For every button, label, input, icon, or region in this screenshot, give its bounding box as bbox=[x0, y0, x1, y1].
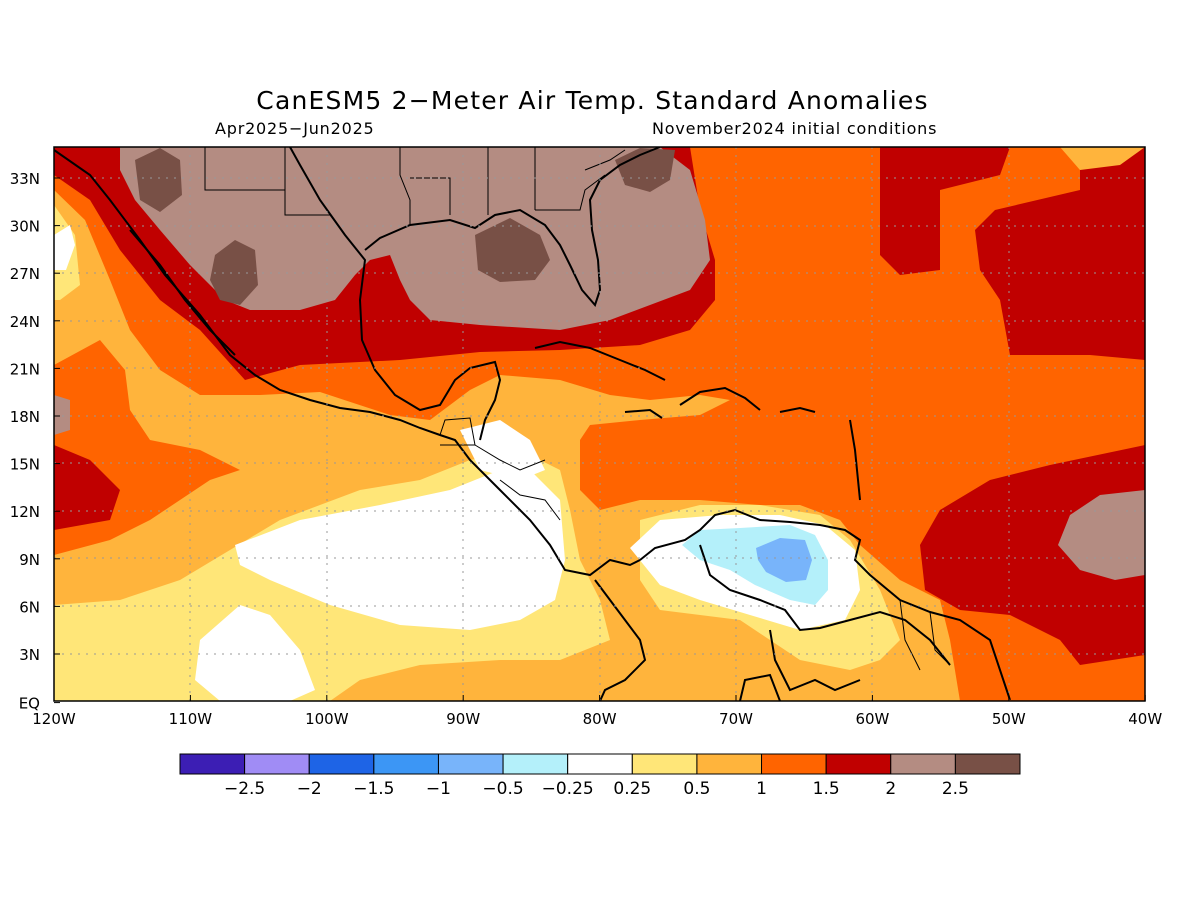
colorbar-label: −0.25 bbox=[542, 779, 594, 799]
colorbar-swatch bbox=[244, 753, 310, 775]
colorbar-swatch bbox=[761, 753, 827, 775]
colorbar-label: −1 bbox=[426, 779, 451, 799]
lon-label: 100W bbox=[305, 710, 349, 728]
colorbar-label: −2.5 bbox=[224, 779, 265, 799]
lon-label: 40W bbox=[1128, 710, 1162, 728]
anomaly-region-2-to-2.5 bbox=[54, 395, 70, 435]
lat-label: 15N bbox=[10, 456, 40, 474]
colorbar: −2.5 −2 −1.5 −1 −0.5 −0.25 0.25 0.5 1 1.5 2 2.5 bbox=[179, 753, 1021, 799]
lon-label: 80W bbox=[583, 710, 617, 728]
lat-label: 9N bbox=[19, 551, 40, 569]
lon-label: 120W bbox=[32, 710, 76, 728]
anomaly-field bbox=[54, 147, 1145, 701]
colorbar-label: −2 bbox=[297, 779, 322, 799]
anomaly-region-0.5-to-1 bbox=[1060, 147, 1145, 170]
anomaly-region-1.5-to-2 bbox=[920, 445, 1145, 665]
colorbar-swatch bbox=[437, 753, 504, 775]
lat-label: 21N bbox=[10, 360, 40, 378]
colorbar-label: 1.5 bbox=[813, 779, 840, 799]
colorbar-label: 2 bbox=[885, 779, 896, 799]
lat-label: 24N bbox=[10, 313, 40, 331]
colorbar-swatch bbox=[825, 753, 892, 775]
lon-label: 90W bbox=[446, 710, 480, 728]
lat-label: 18N bbox=[10, 408, 40, 426]
colorbar-swatch bbox=[631, 753, 698, 775]
colorbar-swatch bbox=[567, 753, 633, 775]
lat-label: 6N bbox=[19, 598, 40, 616]
lat-label: 12N bbox=[10, 503, 40, 521]
anomaly-region-2-to-2.5 bbox=[120, 147, 710, 330]
anomaly-region-above-2.5 bbox=[135, 148, 182, 212]
anomaly-region-1.5-to-2 bbox=[880, 147, 1010, 275]
anomaly-region-above-2.5 bbox=[475, 218, 550, 282]
colorbar-label: 1 bbox=[756, 779, 767, 799]
anomaly-region-near-zero bbox=[195, 605, 315, 701]
colorbar-swatch bbox=[373, 753, 439, 775]
initial-conditions: November2024 initial conditions bbox=[652, 119, 938, 138]
anomaly-region-near-zero bbox=[54, 225, 75, 270]
anomaly-region-1.5-to-2 bbox=[54, 445, 120, 530]
lat-label: EQ bbox=[19, 695, 40, 713]
anomaly-region-above-2.5 bbox=[210, 240, 258, 305]
anomaly-region-minus-0.5-to-1 bbox=[756, 538, 812, 582]
colorbar-swatch bbox=[502, 753, 569, 775]
colorbar-swatch bbox=[308, 753, 375, 775]
colorbar-label: −0.5 bbox=[482, 779, 523, 799]
lon-label: 110W bbox=[169, 710, 213, 728]
lat-label: 30N bbox=[10, 218, 40, 236]
colorbar-swatch bbox=[890, 753, 956, 775]
lat-label: 27N bbox=[10, 265, 40, 283]
lon-label: 70W bbox=[719, 710, 753, 728]
lon-label: 50W bbox=[992, 710, 1026, 728]
lon-label: 60W bbox=[855, 710, 889, 728]
colorbar-label: 0.5 bbox=[683, 779, 710, 799]
colorbar-swatch bbox=[954, 753, 1021, 775]
graticule bbox=[54, 147, 1145, 701]
lat-label: 33N bbox=[10, 170, 40, 188]
anomaly-region-near-zero bbox=[235, 470, 565, 630]
colorbar-label: −1.5 bbox=[353, 779, 394, 799]
map-title: CanESM5 2−Meter Air Temp. Standard Anoma… bbox=[256, 86, 929, 115]
colorbar-swatch bbox=[696, 753, 763, 775]
colorbar-label: 0.25 bbox=[613, 779, 651, 799]
anomaly-region-1.5-to-2 bbox=[975, 147, 1145, 360]
lat-label: 3N bbox=[19, 646, 40, 664]
latitude-axis: 33N 30N 27N 24N 21N 18N 15N 12N 9N 6N 3N EQ bbox=[10, 170, 60, 713]
forecast-period: Apr2025−Jun2025 bbox=[215, 119, 375, 138]
colorbar-swatch bbox=[179, 753, 246, 775]
colorbar-label: 2.5 bbox=[942, 779, 969, 799]
longitude-axis: 120W 110W 100W 90W 80W 70W 60W 50W 40W bbox=[32, 695, 1162, 728]
